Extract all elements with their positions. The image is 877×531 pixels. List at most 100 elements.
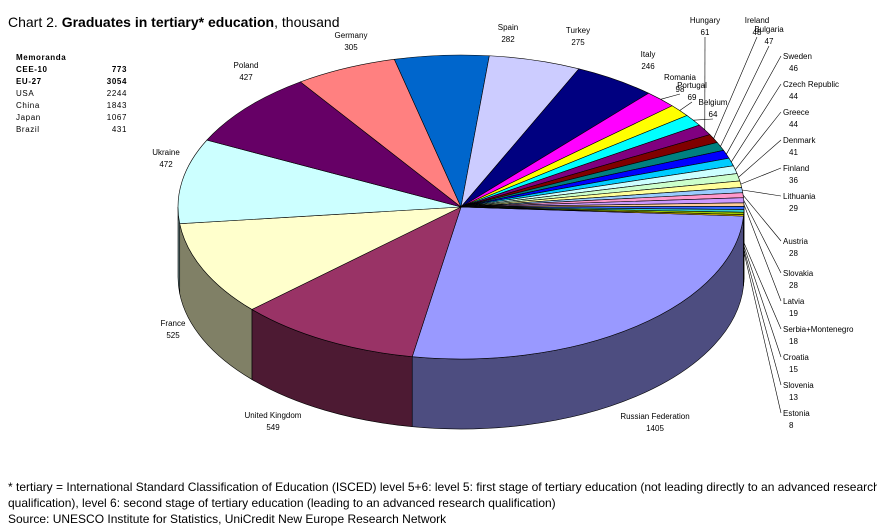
slice-label: Belgium <box>699 98 728 107</box>
leader-line <box>742 189 782 197</box>
leader-line <box>720 45 770 147</box>
slice-label: Sweden <box>783 52 812 61</box>
slice-value: 29 <box>789 204 798 213</box>
slice-value: 69 <box>688 93 697 102</box>
slice-label: Ukraine <box>152 148 180 157</box>
slice-label: Estonia <box>783 409 810 418</box>
slice-value: 246 <box>641 62 655 71</box>
memo-value: 2244 <box>107 89 127 98</box>
chart-title: Chart 2. Graduates in tertiary* educatio… <box>8 14 340 30</box>
memo-label: China <box>16 101 40 110</box>
slice-label: France <box>161 319 186 328</box>
slice-labels: Russian Federation 1405 United Kingdom 549 F… <box>152 16 854 433</box>
slice-label: Bulgaria <box>754 25 784 34</box>
leader-line <box>660 93 681 100</box>
slice-label: Greece <box>783 108 810 117</box>
slice <box>179 206 462 310</box>
leader-line <box>726 55 782 155</box>
slice-value: 15 <box>789 365 798 374</box>
slice-value: 61 <box>701 28 710 37</box>
memo-value: 1843 <box>107 101 127 110</box>
slice-value: 36 <box>789 176 798 185</box>
memo-value: 1067 <box>107 113 127 122</box>
slice-value: 48 <box>753 28 762 37</box>
slice-value: 549 <box>266 423 280 432</box>
slice-value: 525 <box>166 331 180 340</box>
slice <box>460 206 744 217</box>
slice <box>251 206 462 358</box>
leader-line <box>742 194 782 242</box>
leader-line <box>735 111 782 170</box>
footnote: * tertiary = International Standard Clas… <box>8 480 877 494</box>
memo-label: USA <box>16 89 34 98</box>
slice-label: Russian Federation <box>620 412 689 421</box>
slice-value: 275 <box>571 38 585 47</box>
slice-label: Serbia+Montenegro <box>783 325 854 334</box>
slice-value: 13 <box>789 393 798 402</box>
leader-line <box>743 242 782 330</box>
slice-label: Romania <box>664 73 697 82</box>
source-note: Source: UNESCO Institute for Statistics,… <box>8 512 447 526</box>
memo-value: 3054 <box>107 77 127 86</box>
leader-line <box>679 101 693 111</box>
title-suffix: , thousand <box>274 14 339 30</box>
slice-value: 28 <box>789 249 798 258</box>
slice-label: Austria <box>783 237 808 246</box>
slice-label: Croatia <box>783 353 809 362</box>
memo-value: 431 <box>112 125 127 134</box>
slice-value: 1405 <box>646 424 664 433</box>
leader-line <box>743 248 782 386</box>
slice-value: 282 <box>501 35 515 44</box>
slice-value: 98 <box>676 85 685 94</box>
slice-label: Portugal <box>677 81 707 90</box>
leader-line <box>743 200 782 274</box>
slice-label: Germany <box>335 31 368 40</box>
slice-label: Lithuania <box>783 192 816 201</box>
title-prefix: Chart 2. <box>8 14 58 30</box>
memo-label: EU-27 <box>16 77 42 86</box>
slice-label: United Kingdom <box>245 411 302 420</box>
leader-line <box>740 167 782 185</box>
slice <box>206 81 462 208</box>
slice-label: Czech Republic <box>783 80 839 89</box>
slice-value: 18 <box>789 337 798 346</box>
leader-line <box>738 139 782 178</box>
leader-line <box>743 245 782 358</box>
footnote: qualification), level 6: second stage of… <box>8 496 556 510</box>
slice-value: 472 <box>159 160 173 169</box>
leader-line <box>693 118 714 121</box>
title-bold: Graduates in tertiary* education <box>62 14 274 30</box>
slice-label: Poland <box>234 61 259 70</box>
leader-line <box>743 250 782 414</box>
memo-label: Japan <box>16 113 41 122</box>
slice-label: Spain <box>498 23 518 32</box>
slice-value: 8 <box>789 421 794 430</box>
slice-value: 305 <box>344 43 358 52</box>
slice <box>411 206 744 360</box>
slice-label: Latvia <box>783 297 805 306</box>
slice-label: Hungary <box>690 16 720 25</box>
pie <box>177 54 745 430</box>
slice-value: 46 <box>789 64 798 73</box>
slice-value: 427 <box>239 73 253 82</box>
slice-value: 44 <box>789 92 798 101</box>
slice-value: 44 <box>789 120 798 129</box>
slice-label: Slovakia <box>783 269 814 278</box>
slice-value: 28 <box>789 281 798 290</box>
slice-value: 47 <box>765 37 774 46</box>
memo-heading: Memoranda <box>16 53 66 62</box>
slice-label: Denmark <box>783 136 816 145</box>
memo-label: Brazil <box>16 125 40 134</box>
slice-label: Italy <box>641 50 656 59</box>
memoranda: Memoranda CEE-10 773 EU-27 3054 USA 2244… <box>16 53 127 134</box>
slice-value: 64 <box>709 110 718 119</box>
slice-label: Turkey <box>566 26 590 35</box>
leader-line <box>731 83 782 163</box>
memo-value: 773 <box>112 65 127 74</box>
slice-value: 19 <box>789 309 798 318</box>
slice-label: Finland <box>783 164 809 173</box>
slice <box>177 139 462 225</box>
slice-label: Ireland <box>745 16 769 25</box>
leader-line <box>713 36 758 139</box>
